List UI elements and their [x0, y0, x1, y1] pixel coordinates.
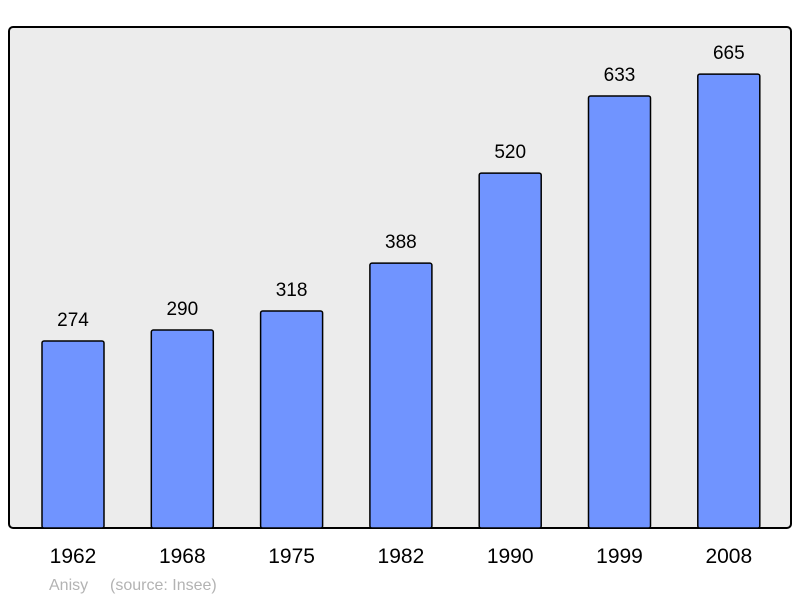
- data-label-1990: 520: [494, 142, 526, 163]
- bar-1990: [478, 172, 542, 529]
- bar-2008: [697, 73, 761, 529]
- bar-1982: [369, 262, 433, 529]
- data-label-1968: 290: [166, 299, 198, 320]
- footer-source: (source: Insee): [110, 577, 217, 594]
- x-tick-label: 1975: [268, 545, 315, 568]
- bar-1968: [150, 329, 215, 529]
- x-tick-label: 1990: [487, 545, 534, 568]
- x-tick-label: 2008: [705, 545, 752, 568]
- x-tick-label: 1999: [596, 545, 643, 568]
- x-tick-label: 1968: [159, 545, 206, 568]
- data-label-1999: 633: [604, 65, 636, 86]
- x-tick-label: 1962: [50, 545, 97, 568]
- data-label-2008: 665: [713, 43, 745, 64]
- data-label-1962: 274: [57, 310, 89, 331]
- bar-1999: [587, 95, 652, 529]
- bar-1962: [41, 340, 105, 529]
- data-label-1975: 318: [276, 280, 308, 301]
- footer-place: Anisy: [49, 577, 88, 594]
- x-tick-label: 1982: [378, 545, 425, 568]
- data-label-1982: 388: [385, 232, 417, 253]
- bar-1975: [259, 310, 324, 529]
